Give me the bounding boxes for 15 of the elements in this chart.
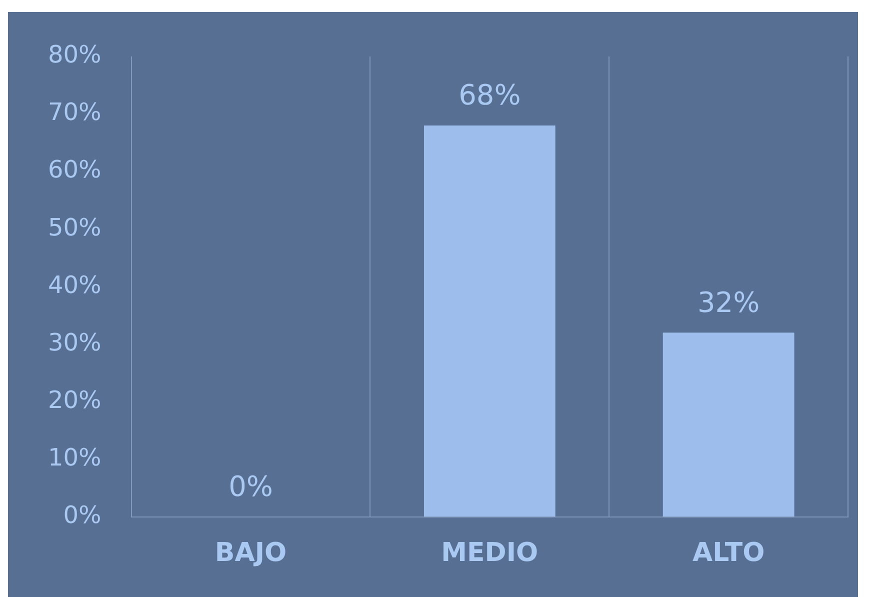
data-label: 0%: [228, 470, 273, 504]
y-tick-label: 0%: [63, 501, 102, 530]
data-label: 68%: [458, 78, 521, 112]
data-label: 32%: [697, 286, 760, 319]
y-tick-label: 80%: [48, 40, 102, 69]
x-tick-label: MEDIO: [441, 538, 538, 568]
y-tick-label: 50%: [48, 213, 102, 242]
y-tick-label: 70%: [48, 98, 102, 126]
y-tick-label: 60%: [48, 156, 102, 184]
x-tick-label: ALTO: [692, 538, 765, 568]
y-tick-label: 30%: [48, 328, 102, 356]
y-tick-label: 10%: [48, 443, 102, 472]
y-tick-label: 40%: [48, 270, 102, 299]
y-tick-label: 20%: [48, 386, 102, 414]
x-tick-label: BAJO: [214, 538, 287, 568]
